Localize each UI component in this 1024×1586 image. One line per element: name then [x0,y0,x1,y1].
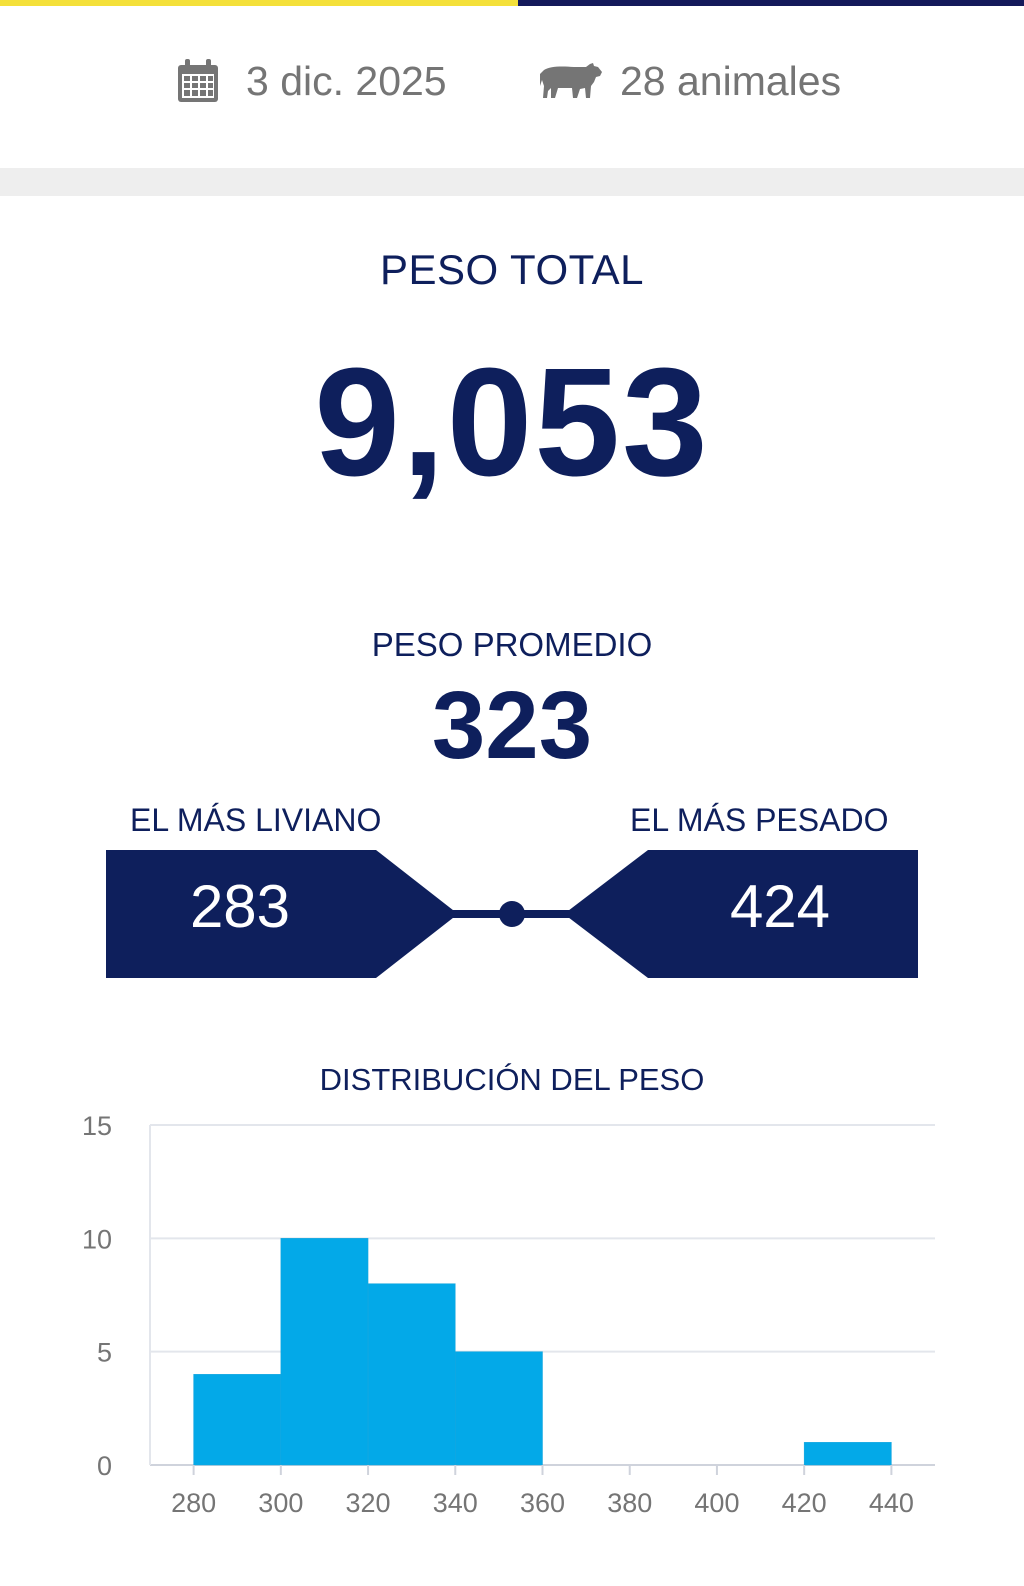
histogram-bar [455,1351,543,1466]
animal-count-text: 28 animales [620,57,842,104]
histogram-bar [367,1283,456,1466]
average-weight-label: PESO PROMEDIO [371,626,653,663]
lightest-value: 283 [189,873,291,940]
total-weight-label: PESO TOTAL [379,246,645,293]
x-tick-label: 440 [869,1488,914,1518]
session-date-text: 3 dic. 2025 [246,57,447,104]
chart-title: DISTRIBUCIÓN DEL PESO [319,1062,705,1097]
x-tick-label: 320 [346,1488,391,1518]
range-center-dot [499,901,525,927]
heaviest-badge [564,850,918,978]
heaviest-value: 424 [729,873,831,940]
session-date: 3 dic. 2025 [176,50,447,112]
total-weight-value: 9,053 [314,336,710,508]
top-accent-bar [0,0,1024,6]
histogram-bar [803,1442,892,1466]
weight-distribution-chart: 0 5 10 15 280 300 320 340 360 380 400 420 440 [82,1111,935,1518]
y-tick-label: 0 [97,1451,112,1481]
accent-bar-yellow [0,0,518,6]
x-tick-label: 340 [433,1488,478,1518]
x-tick-label: 380 [607,1488,652,1518]
session-meta: 3 dic. 2025 28 animales [0,50,1024,112]
y-tick-label: 15 [82,1111,112,1141]
y-tick-label: 5 [97,1338,112,1368]
x-tick-label: 420 [782,1488,827,1518]
y-tick-label: 10 [82,1224,112,1254]
x-tick-label: 400 [694,1488,739,1518]
calendar-icon [178,59,218,102]
lightest-label: EL MÁS LIVIANO [130,802,382,838]
cow-icon [540,63,602,98]
accent-bar-navy [518,0,1024,6]
x-tick-label: 360 [520,1488,565,1518]
weight-range-graphic [106,850,918,978]
x-tick-label: 300 [258,1488,303,1518]
lightest-badge [106,850,458,978]
x-tick-label: 280 [171,1488,216,1518]
histogram-bar [193,1374,282,1466]
histogram-bar [280,1238,369,1466]
heaviest-label: EL MÁS PESADO [630,802,889,838]
section-divider [0,168,1024,196]
average-weight-value: 323 [431,672,593,779]
animal-count: 28 animales [540,50,841,112]
